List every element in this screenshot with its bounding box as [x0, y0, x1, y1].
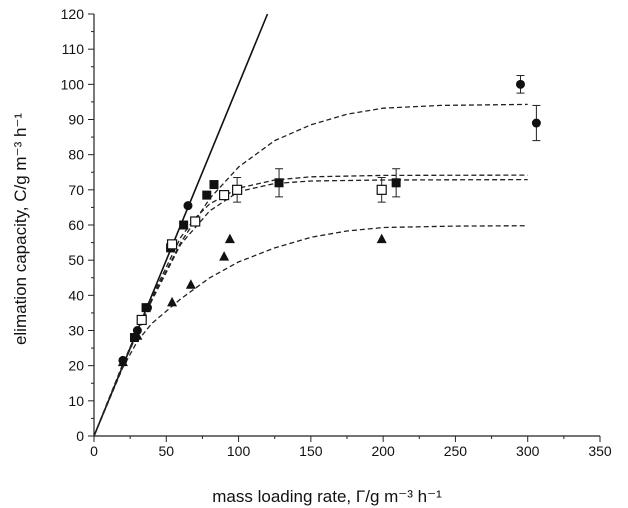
x-tick-label: 100	[227, 443, 251, 459]
data-points	[117, 75, 541, 367]
y-tick-label: 100	[61, 76, 85, 92]
y-tick-label: 40	[68, 287, 84, 303]
fit-curves	[93, 103, 528, 437]
data-point	[232, 184, 243, 195]
fit-curve	[93, 178, 528, 437]
data-point	[391, 178, 401, 188]
x-axis-label: mass loading rate, Γ/g m⁻³ h⁻¹	[212, 487, 442, 506]
y-tick-label: 50	[68, 252, 84, 268]
data-point	[376, 184, 387, 195]
data-point	[515, 79, 525, 89]
y-tick-label: 30	[68, 323, 84, 339]
y-tick-label: 10	[68, 393, 84, 409]
data-point	[167, 296, 178, 307]
series-2	[129, 168, 401, 343]
fit-curve	[93, 225, 528, 437]
x-tick-label: 0	[90, 443, 98, 459]
x-tick-label: 50	[158, 443, 174, 459]
series-3	[136, 177, 387, 326]
x-tick-label: 300	[516, 443, 540, 459]
data-point	[531, 118, 541, 128]
data-point	[185, 279, 196, 289]
x-tick-label: 200	[371, 443, 395, 459]
y-tick-label: 120	[61, 6, 85, 22]
fit-curve	[93, 174, 528, 437]
data-point	[117, 356, 128, 367]
data-point	[209, 180, 219, 190]
fit-curve	[93, 103, 528, 437]
x-tick-label: 150	[299, 443, 323, 459]
data-point	[219, 190, 230, 201]
y-tick-label: 60	[68, 217, 84, 233]
axes	[88, 13, 601, 442]
data-point	[141, 303, 151, 313]
data-point	[136, 314, 147, 326]
y-tick-label: 110	[62, 41, 85, 57]
y-tick-label: 80	[68, 147, 84, 163]
data-point	[224, 233, 235, 244]
y-tick-label: 0	[76, 428, 84, 444]
data-point	[183, 201, 193, 211]
data-point	[376, 233, 387, 244]
data-point	[190, 216, 201, 227]
series-4	[117, 233, 387, 367]
x-tick-label: 350	[588, 443, 612, 459]
data-point	[202, 190, 212, 200]
data-point	[219, 251, 230, 261]
data-point	[179, 220, 189, 230]
data-point	[132, 330, 143, 340]
y-tick-label: 70	[68, 182, 84, 198]
tick-labels: 0 50 100 150 200 250 300 350 0 10 20 30 40 50 60 70 80 90…	[61, 6, 612, 459]
y-tick-label: 20	[68, 358, 84, 374]
x-tick-label: 250	[444, 443, 468, 459]
data-point	[274, 178, 284, 188]
data-point	[166, 239, 178, 250]
y-axis-label: elimation capacity, C/g m⁻³ h⁻¹	[11, 113, 30, 345]
y-tick-label: 90	[68, 112, 84, 128]
